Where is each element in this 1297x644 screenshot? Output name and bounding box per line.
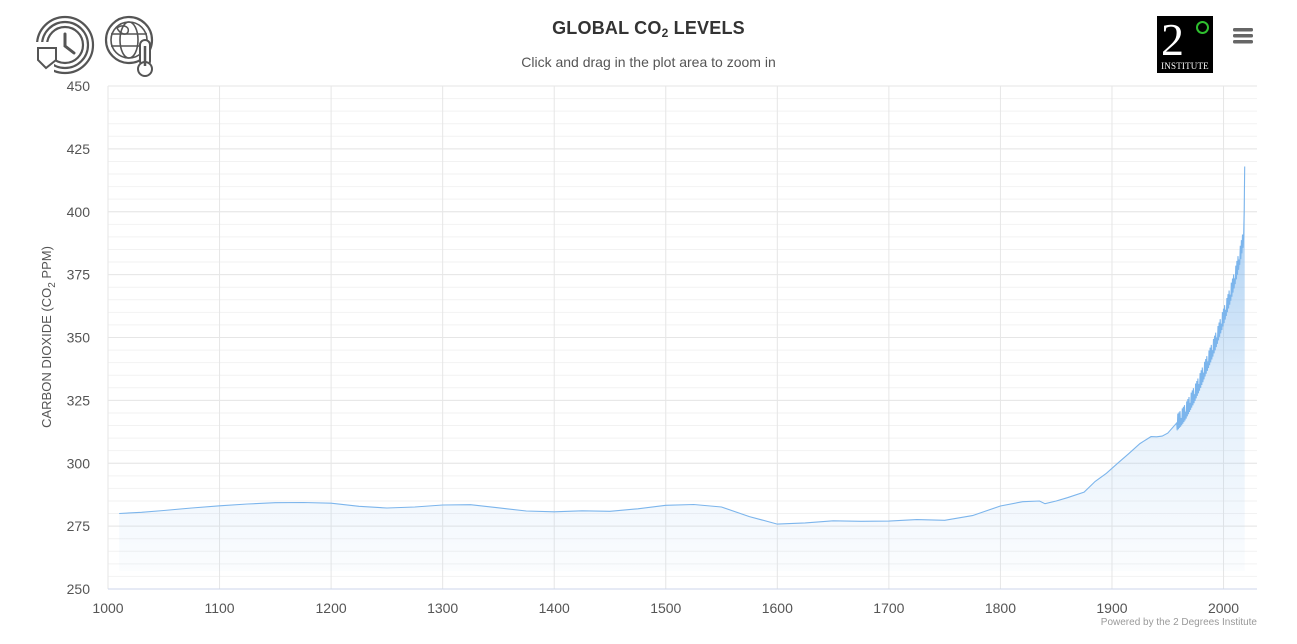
- y-tick-label: 275: [67, 518, 91, 534]
- history-icon[interactable]: [34, 14, 96, 76]
- x-tick-label: 1300: [427, 600, 458, 616]
- x-tick-label: 1500: [650, 600, 681, 616]
- y-tick-label: 400: [67, 204, 91, 220]
- y-tick-label: 350: [67, 330, 91, 346]
- 2-degrees-institute-logo: 2 INSTITUTE: [1157, 16, 1213, 73]
- y-tick-label: 375: [67, 267, 91, 283]
- chart-subtitle: Click and drag in the plot area to zoom …: [521, 54, 776, 70]
- y-axis-tick-labels: 250 275 300 325 350 375 400 425 450: [67, 78, 91, 597]
- x-tick-label: 1900: [1096, 600, 1127, 616]
- credits-link[interactable]: Powered by the 2 Degrees Institute: [1100, 617, 1257, 628]
- y-tick-label: 425: [67, 141, 91, 157]
- x-axis-tick-labels: 1000 1100 1200 1300 1400 1500 1600 1700 1800 1900…: [92, 600, 1239, 616]
- x-tick-label: 1100: [204, 600, 234, 616]
- x-tick-label: 1400: [539, 600, 570, 616]
- co2-series-line[interactable]: [119, 166, 1246, 525]
- y-tick-label: 450: [67, 78, 91, 94]
- x-tick-label: 1200: [316, 600, 347, 616]
- y-tick-label: 250: [67, 581, 91, 597]
- y-tick-label: 325: [67, 392, 91, 408]
- x-tick-label: 1700: [873, 600, 904, 616]
- hamburger-menu-icon[interactable]: [1229, 24, 1257, 48]
- chart-title: GLOBAL CO2 LEVELS: [552, 18, 745, 40]
- x-tick-label: 2000: [1208, 600, 1239, 616]
- degree-ring: [1196, 21, 1209, 34]
- globe-thermometer-icon[interactable]: [104, 14, 160, 78]
- y-tick-label: 300: [67, 455, 91, 471]
- x-tick-label: 1000: [92, 600, 123, 616]
- co2-area-fill: [119, 166, 1245, 571]
- y-axis-label: CARBON DIOXIDE (CO2 PPM): [39, 246, 58, 428]
- x-tick-label: 1800: [985, 600, 1016, 616]
- x-tick-label: 1600: [762, 600, 793, 616]
